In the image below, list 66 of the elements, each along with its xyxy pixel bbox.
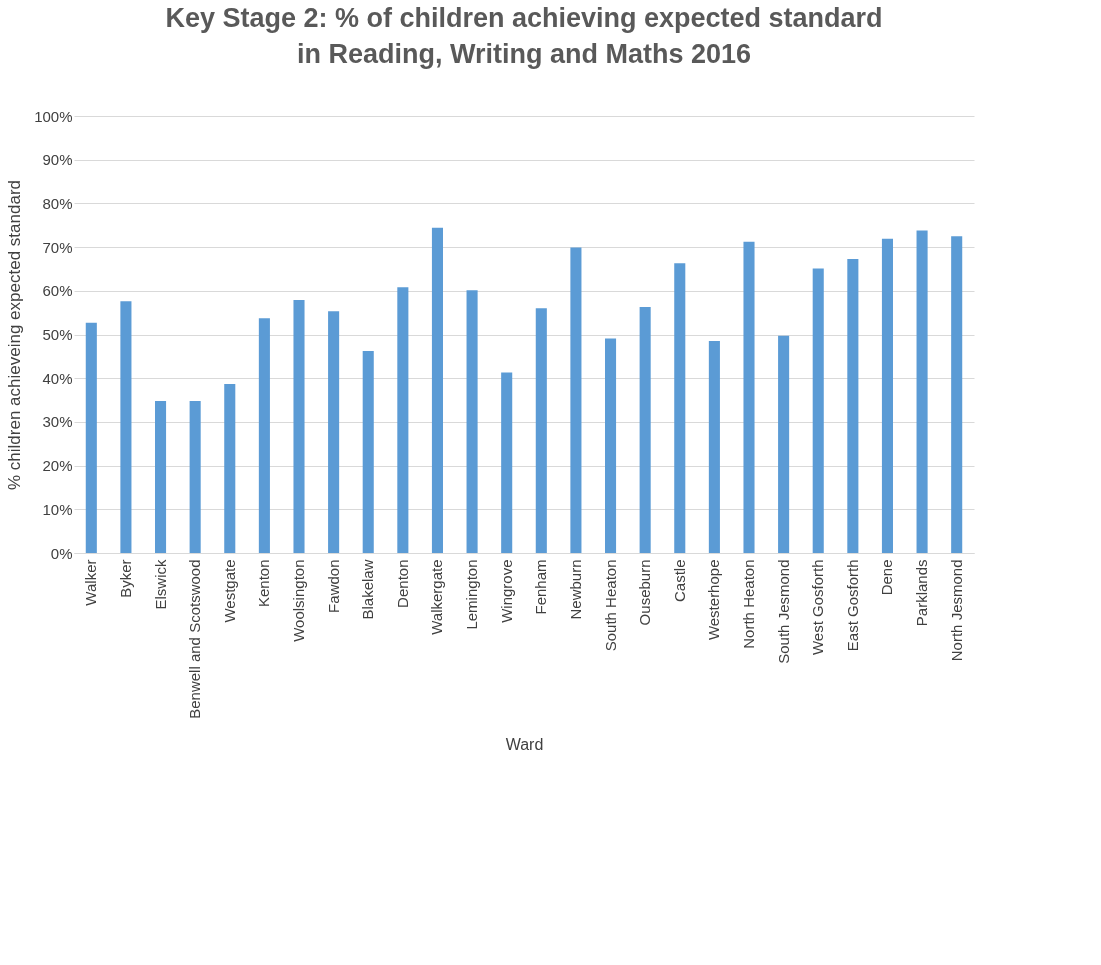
x-tick-label: Elswick <box>151 559 169 610</box>
x-tick-label: Dene <box>878 559 896 596</box>
x-tick-label: Lemington <box>463 559 481 630</box>
bar <box>155 400 167 553</box>
x-tick-label: Parklands <box>913 559 931 627</box>
bar <box>812 268 824 553</box>
bar <box>570 247 582 553</box>
x-tick-label: North Jesmond <box>947 559 965 662</box>
bar <box>328 311 340 553</box>
bar <box>951 236 963 553</box>
x-tick-label: Walkergate <box>428 559 446 635</box>
bar <box>397 287 409 553</box>
bar <box>708 341 720 553</box>
y-tick-label: 20% <box>42 457 73 475</box>
bar <box>605 338 617 553</box>
x-axis-title: Ward <box>505 735 544 753</box>
y-tick-label: 70% <box>42 238 73 256</box>
y-axis-title: % children achieveing expected standard <box>5 180 25 490</box>
bar <box>362 351 374 553</box>
x-tick-label: North Heaton <box>740 559 757 649</box>
x-tick-label: West Gosforth <box>809 559 827 656</box>
bar <box>847 258 859 553</box>
x-tick-label: Westgate <box>220 559 238 623</box>
bar <box>535 308 547 553</box>
y-tick-label: 0% <box>50 544 73 562</box>
y-tick-label: 50% <box>42 326 73 343</box>
x-tick-label: Kenton <box>255 559 273 608</box>
bar <box>293 299 305 553</box>
x-tick-label: Woolsington <box>290 559 307 642</box>
y-tick-label: 60% <box>42 282 73 300</box>
y-tick-label: 100% <box>34 107 73 125</box>
bar <box>466 290 478 553</box>
bar <box>639 306 651 553</box>
x-tick-label: South Heaton <box>601 559 619 652</box>
x-tick-label: Ouseburn <box>636 559 654 626</box>
y-tick-label: 80% <box>42 194 73 212</box>
x-tick-label: Fenham <box>532 559 550 615</box>
x-tick-label: Denton <box>393 559 411 608</box>
bar <box>431 227 443 553</box>
y-tick-label: 40% <box>42 369 73 387</box>
bar <box>258 318 270 553</box>
bar <box>85 322 97 553</box>
y-tick-label: 10% <box>42 500 73 518</box>
x-tick-label: Newburn <box>566 559 584 620</box>
bar <box>501 372 513 553</box>
x-tick-label: Blakelaw <box>359 559 377 620</box>
bar <box>916 230 928 553</box>
bar <box>120 301 132 553</box>
bar <box>674 263 686 553</box>
bar <box>881 238 893 553</box>
bar <box>189 400 201 553</box>
x-tick-label: Walker <box>82 559 100 606</box>
x-tick-label: Fawdon <box>324 559 342 613</box>
y-tick-label: 90% <box>42 151 73 169</box>
y-tick-label: 30% <box>42 413 73 431</box>
x-tick-label: Westerhope <box>705 559 723 641</box>
chart-title: Key Stage 2: % of children achieving expected standard in Reading, Writing and Maths 2016 <box>165 3 883 69</box>
bar <box>224 383 236 553</box>
x-tick-label: Castle <box>670 559 688 603</box>
x-tick-label: South Jesmond <box>774 559 792 664</box>
x-tick-label: Benwell and Scotswood <box>186 559 204 719</box>
x-tick-label: Wingrove <box>497 559 515 623</box>
x-tick-label: East Gosforth <box>843 559 861 652</box>
x-tick-label: Byker <box>116 559 134 598</box>
bar <box>778 335 790 553</box>
bar <box>743 241 755 553</box>
